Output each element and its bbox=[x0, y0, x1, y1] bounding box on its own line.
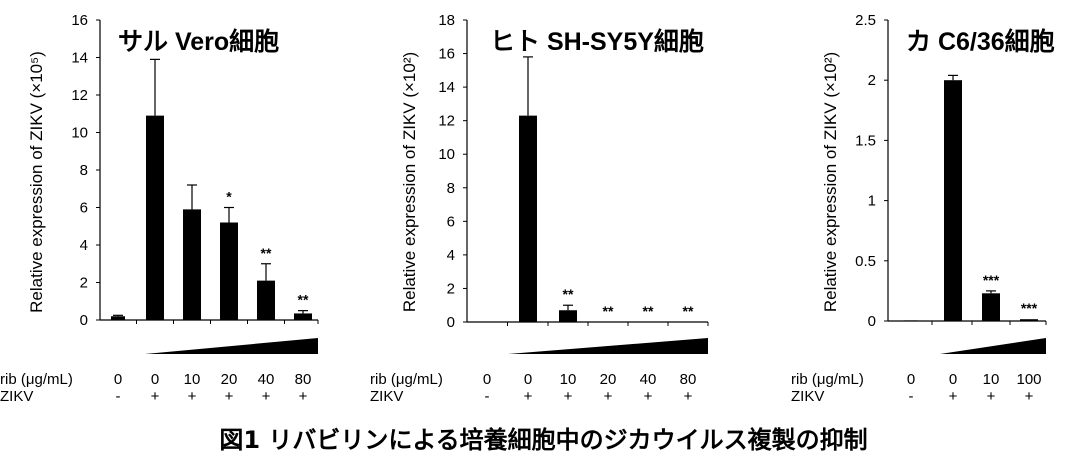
zikv-status-label: + bbox=[564, 388, 573, 405]
panel-title: サル Vero細胞 bbox=[118, 28, 279, 56]
panel-shsy5y: ヒト SH-SY5Y細胞 Relative expression of ZIKV… bbox=[370, 12, 709, 405]
bar bbox=[111, 316, 125, 320]
significance-label: ** bbox=[643, 303, 654, 319]
y-tick-label: 14 bbox=[438, 79, 455, 96]
significance-label: ** bbox=[261, 245, 272, 261]
bar bbox=[183, 209, 201, 320]
zikv-status-label: + bbox=[1025, 388, 1034, 405]
dose-ramp-triangle bbox=[145, 338, 318, 354]
y-tick-label: 1 bbox=[868, 193, 876, 210]
dose-ramp-triangle bbox=[940, 338, 1046, 354]
rib-dose-label: 10 bbox=[983, 371, 1000, 388]
zikv-status-label: + bbox=[604, 388, 613, 405]
rib-dose-label: 80 bbox=[295, 371, 312, 388]
y-tick-label: 0.5 bbox=[855, 253, 876, 270]
zikv-status-label: + bbox=[151, 388, 160, 405]
y-tick-label: 12 bbox=[71, 87, 88, 104]
y-tick-label: 8 bbox=[80, 162, 88, 179]
significance-label: ** bbox=[683, 303, 694, 319]
y-tick-label: 6 bbox=[80, 200, 88, 217]
y-tick-label: 10 bbox=[71, 125, 88, 142]
rib-dose-label: 0 bbox=[151, 371, 159, 388]
significance-label: *** bbox=[983, 272, 1000, 288]
y-tick-label: 4 bbox=[447, 247, 455, 264]
y-tick-label: 4 bbox=[80, 237, 88, 254]
bar bbox=[146, 115, 164, 320]
rib-dose-label: 40 bbox=[258, 371, 275, 388]
rib-dose-label: 20 bbox=[600, 371, 617, 388]
rib-dose-label: 20 bbox=[221, 371, 238, 388]
rib-dose-label: 0 bbox=[483, 371, 491, 388]
rib-dose-label: 0 bbox=[114, 371, 122, 388]
rib-dose-label: 10 bbox=[560, 371, 577, 388]
bar bbox=[294, 313, 312, 320]
bar bbox=[220, 222, 238, 320]
y-tick-label: 16 bbox=[71, 12, 88, 29]
zikv-status-label: - bbox=[485, 388, 490, 405]
rib-dose-label: 0 bbox=[949, 371, 957, 388]
significance-label: ** bbox=[603, 303, 614, 319]
bar bbox=[559, 310, 577, 322]
rib-dose-label: 40 bbox=[640, 371, 657, 388]
zikv-row-label: ZIKV bbox=[370, 388, 403, 405]
bar bbox=[257, 280, 275, 320]
rib-dose-label: 10 bbox=[184, 371, 201, 388]
y-tick-label: 14 bbox=[71, 50, 88, 67]
y-tick-label: 0 bbox=[80, 312, 88, 329]
significance-label: *** bbox=[1021, 300, 1038, 316]
rib-row-label: rib (μg/mL) bbox=[370, 371, 443, 388]
zikv-row-label: ZIKV bbox=[0, 388, 33, 405]
rib-row-label: rib (μg/mL) bbox=[791, 371, 864, 388]
panel-title: カ C6/36細胞 bbox=[906, 28, 1055, 56]
y-tick-label: 8 bbox=[447, 180, 455, 197]
rib-dose-label: 80 bbox=[680, 371, 697, 388]
y-tick-label: 18 bbox=[438, 12, 455, 29]
y-tick-label: 16 bbox=[438, 46, 455, 63]
y-tick-label: 2.5 bbox=[855, 12, 876, 29]
y-tick-label: 2 bbox=[80, 275, 88, 292]
y-tick-label: 0 bbox=[447, 314, 455, 331]
y-axis-label: Relative expression of ZIKV (×10²) bbox=[400, 52, 419, 312]
zikv-row-label: ZIKV bbox=[791, 388, 824, 405]
bar bbox=[519, 115, 537, 322]
bar bbox=[944, 80, 962, 321]
significance-label: ** bbox=[563, 286, 574, 302]
figure-caption: 図1 リバビリンによる培養細胞中のジカウイルス複製の抑制 bbox=[219, 426, 868, 454]
zikv-status-label: + bbox=[225, 388, 234, 405]
y-tick-label: 0 bbox=[868, 313, 876, 330]
y-tick-label: 6 bbox=[447, 213, 455, 230]
y-axis-label: Relative expression of ZIKV (×10²) bbox=[821, 52, 840, 312]
y-tick-label: 1.5 bbox=[855, 132, 876, 149]
zikv-status-label: + bbox=[188, 388, 197, 405]
bar bbox=[904, 320, 918, 321]
panel-vero: サル Vero細胞 Relative expression of ZIKV (×… bbox=[0, 12, 319, 405]
rib-dose-label: 0 bbox=[524, 371, 532, 388]
bar bbox=[1020, 319, 1038, 321]
zikv-status-label: + bbox=[949, 388, 958, 405]
dose-ramp-triangle bbox=[508, 338, 708, 354]
y-tick-label: 12 bbox=[438, 113, 455, 130]
rib-row-label: rib (μg/mL) bbox=[0, 371, 73, 388]
panel-title: ヒト SH-SY5Y細胞 bbox=[490, 28, 704, 56]
zikv-status-label: - bbox=[909, 388, 914, 405]
significance-label: ** bbox=[298, 292, 309, 308]
y-tick-label: 10 bbox=[438, 146, 455, 163]
y-axis-label: Relative expression of ZIKV (×10⁵) bbox=[27, 51, 46, 313]
significance-label: * bbox=[226, 189, 232, 205]
y-tick-label: 2 bbox=[447, 280, 455, 297]
zikv-status-label: + bbox=[524, 388, 533, 405]
zikv-status-label: - bbox=[116, 388, 121, 405]
zikv-status-label: + bbox=[987, 388, 996, 405]
zikv-status-label: + bbox=[262, 388, 271, 405]
rib-dose-label: 0 bbox=[907, 371, 915, 388]
rib-dose-label: 100 bbox=[1016, 371, 1041, 388]
bar bbox=[982, 293, 1000, 321]
panel-c636: カ C6/36細胞 Relative expression of ZIKV (×… bbox=[791, 12, 1055, 405]
y-tick-label: 2 bbox=[868, 72, 876, 89]
zikv-status-label: + bbox=[644, 388, 653, 405]
zikv-status-label: + bbox=[684, 388, 693, 405]
zikv-status-label: + bbox=[299, 388, 308, 405]
